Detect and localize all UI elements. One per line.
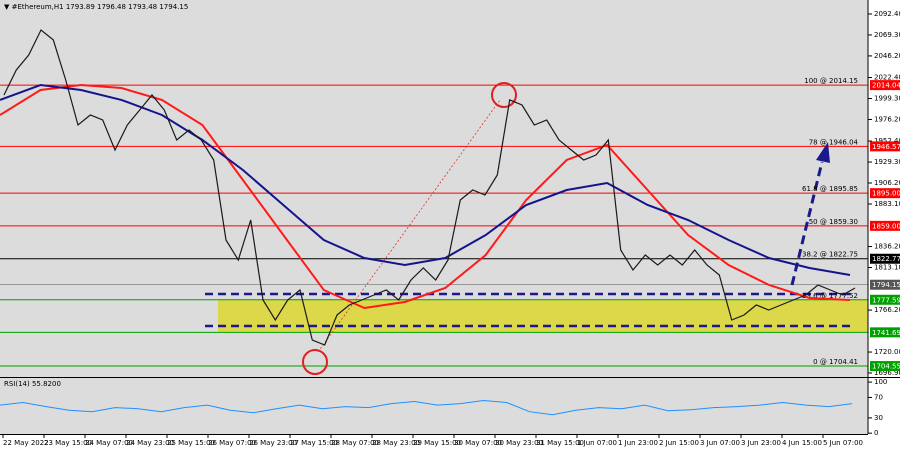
y-tick-label: 1929.30 bbox=[874, 158, 900, 166]
price-box bbox=[870, 141, 900, 152]
x-tick-label: 3 Jun 23:00 bbox=[741, 439, 781, 447]
price-box bbox=[870, 294, 900, 305]
price-box-label: 1741.69 bbox=[872, 329, 900, 337]
price-box bbox=[870, 220, 900, 231]
fib-label: 23.6 @ 1777.52 bbox=[802, 292, 858, 300]
fib-label: 0 @ 1704.41 bbox=[813, 358, 858, 366]
price-box bbox=[870, 253, 900, 264]
y-tick-label: 1720.00 bbox=[874, 348, 900, 356]
price-box bbox=[870, 279, 900, 290]
fib-label: 78 @ 1946.04 bbox=[809, 138, 859, 146]
x-tick-label: 3 Jun 07:00 bbox=[700, 439, 740, 447]
ma-fast bbox=[0, 83, 851, 310]
x-tick-label: 22 May 2022 bbox=[3, 439, 49, 447]
x-tick-label: 30 May 23:00 bbox=[495, 439, 543, 447]
price-box-label: 1777.59 bbox=[872, 296, 900, 304]
x-tick-label: 5 Jun 07:00 bbox=[823, 439, 863, 447]
low-circle bbox=[302, 349, 328, 375]
y-tick-label: 1906.20 bbox=[874, 179, 900, 187]
price-box-label: 1794.15 bbox=[872, 281, 900, 289]
x-tick-label: 28 May 23:00 bbox=[372, 439, 420, 447]
x-tick-label: 24 May 23:00 bbox=[126, 439, 174, 447]
price-box bbox=[870, 361, 900, 372]
rsi-pane bbox=[0, 378, 868, 434]
rsi-tick-label: 70 bbox=[874, 393, 883, 401]
y-tick-label: 1999.30 bbox=[874, 94, 900, 102]
x-tick-label: 4 Jun 15:00 bbox=[782, 439, 822, 447]
price-box-label: 1859.00 bbox=[872, 222, 900, 230]
price-box bbox=[870, 188, 900, 199]
price-box-label: 1704.55 bbox=[872, 363, 900, 371]
y-tick-label: 2022.40 bbox=[874, 74, 900, 82]
x-tick-label: 1 Jun 23:00 bbox=[618, 439, 658, 447]
x-tick-label: 1 Jun 07:00 bbox=[577, 439, 617, 447]
y-tick-label: 1696.90 bbox=[874, 369, 900, 377]
price-line bbox=[3, 29, 856, 346]
y-tick-label: 1883.10 bbox=[874, 200, 900, 208]
y-tick-label: 1976.20 bbox=[874, 115, 900, 123]
price-box-label: 1946.57 bbox=[872, 143, 900, 151]
support-zone bbox=[218, 299, 868, 333]
y-tick-label: 2092.40 bbox=[874, 10, 900, 18]
x-tick-label: 30 May 07:00 bbox=[454, 439, 502, 447]
x-tick-label: 28 May 07:00 bbox=[331, 439, 379, 447]
x-tick-label: 25 May 15:00 bbox=[167, 439, 215, 447]
price-box-label: 1822.77 bbox=[872, 255, 900, 263]
chart-title: ▼ #Ethereum,H1 1793.89 1796.48 1793.48 1… bbox=[4, 3, 188, 11]
arrow-head bbox=[816, 142, 830, 163]
y-tick-label: 1766.20 bbox=[874, 306, 900, 314]
high-circle bbox=[491, 82, 517, 108]
fib-label: 100 @ 2014.15 bbox=[804, 77, 858, 85]
fib-label: 38.2 @ 1822.75 bbox=[802, 251, 858, 259]
rsi-label: RSI(14) 55.8200 bbox=[4, 380, 61, 388]
x-tick-label: 23 May 15:00 bbox=[44, 439, 92, 447]
x-tick-label: 31 May 15:00 bbox=[536, 439, 584, 447]
x-tick-label: 24 May 07:00 bbox=[85, 439, 133, 447]
fib-label: 61.8 @ 1895.85 bbox=[802, 185, 858, 193]
rsi-tick-label: 0 bbox=[874, 429, 878, 437]
y-tick-label: 2046.20 bbox=[874, 52, 900, 60]
fib-label: 50 @ 1859.30 bbox=[809, 218, 858, 226]
x-tick-label: 27 May 15:00 bbox=[290, 439, 338, 447]
price-box-label: 1895.00 bbox=[872, 190, 900, 198]
price-box-label: 2014.04 bbox=[872, 82, 900, 90]
rsi-tick-label: 30 bbox=[874, 414, 883, 422]
rsi-tick-label: 100 bbox=[874, 378, 887, 386]
rsi-line bbox=[0, 399, 853, 416]
y-tick-label: 1952.40 bbox=[874, 137, 900, 145]
x-tick-label: 29 May 15:00 bbox=[413, 439, 461, 447]
price-box bbox=[870, 327, 900, 338]
y-tick-label: 1813.10 bbox=[874, 264, 900, 272]
x-tick-label: 2 Jun 15:00 bbox=[659, 439, 699, 447]
y-tick-label: 1836.20 bbox=[874, 243, 900, 251]
price-box bbox=[870, 80, 900, 91]
x-tick-label: 26 May 23:00 bbox=[249, 439, 297, 447]
x-tick-label: 26 May 07:00 bbox=[208, 439, 256, 447]
y-tick-label: 2069.30 bbox=[874, 31, 900, 39]
